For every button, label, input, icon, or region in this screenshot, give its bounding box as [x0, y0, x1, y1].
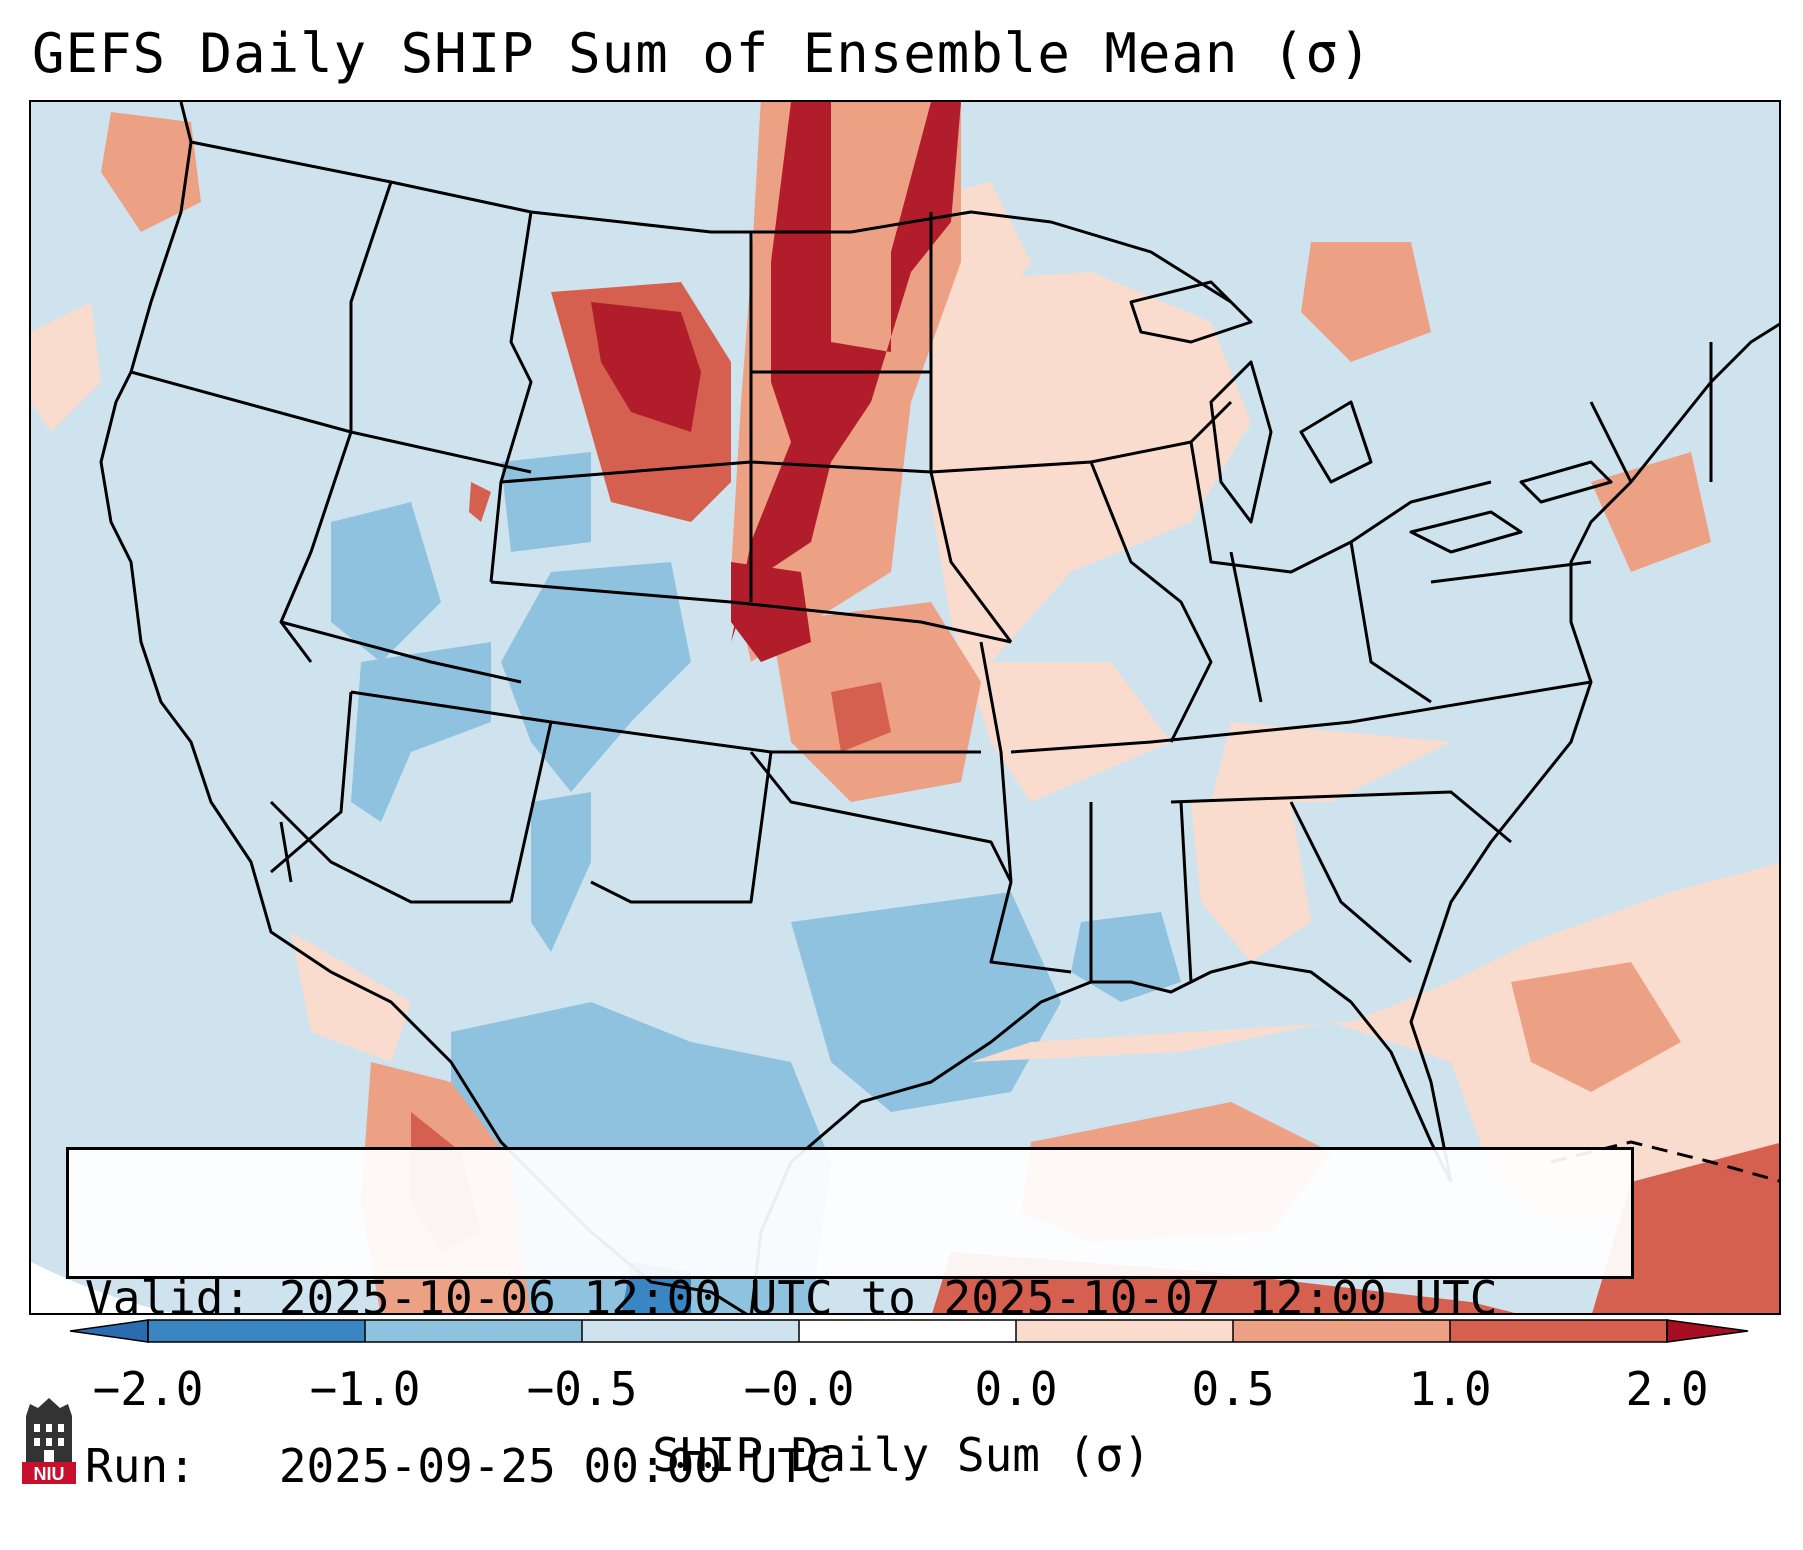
state-borders: [99, 102, 1779, 1313]
colorbar-tick-label: 2.0: [1625, 1362, 1709, 1416]
colorbar-segment: [365, 1320, 582, 1342]
colorbar-tick-label: 0.0: [974, 1362, 1058, 1416]
colorbar-tick-label: −2.0: [92, 1362, 204, 1416]
colorbar-segment: [1016, 1320, 1233, 1342]
colorbar-tick-label: −1.0: [309, 1362, 421, 1416]
map-canvas: [31, 102, 1779, 1313]
colorbar-segment: [799, 1320, 1016, 1342]
colorbar-segment: [1233, 1320, 1450, 1342]
valid-run-info-box: Valid: 2025-10-06 12:00 UTC to 2025-10-0…: [66, 1147, 1634, 1493]
colorbar-tick-label: 1.0: [1408, 1362, 1492, 1416]
colorbar-under-extension: [70, 1319, 149, 1343]
colorbar-over-extension: [1666, 1319, 1749, 1343]
niu-logo-text: NIU: [34, 1464, 65, 1484]
map-panel[interactable]: [29, 100, 1781, 1315]
colorbar-segment: [148, 1320, 365, 1342]
colorbar-tick-label: −0.5: [526, 1362, 638, 1416]
colorbar-segment: [582, 1320, 799, 1342]
valid-time-text: Valid: 2025-10-06 12:00 UTC to 2025-10-0…: [85, 1271, 1498, 1325]
run-time-text: Run: 2025-09-25 00:00 UTC: [85, 1439, 833, 1493]
niu-logo: NIU: [22, 1398, 76, 1484]
colorbar-segment: [1450, 1320, 1667, 1342]
colorbar: [70, 1319, 1749, 1343]
colorbar-tick-label: 0.5: [1191, 1362, 1275, 1416]
map-title: GEFS Daily SHIP Sum of Ensemble Mean (σ): [32, 22, 1373, 85]
colorbar-label: SHIP Daily Sum (σ): [652, 1428, 1151, 1482]
colorbar-tick-label: −0.0: [743, 1362, 855, 1416]
positive-anomaly-region: [31, 102, 1779, 1313]
